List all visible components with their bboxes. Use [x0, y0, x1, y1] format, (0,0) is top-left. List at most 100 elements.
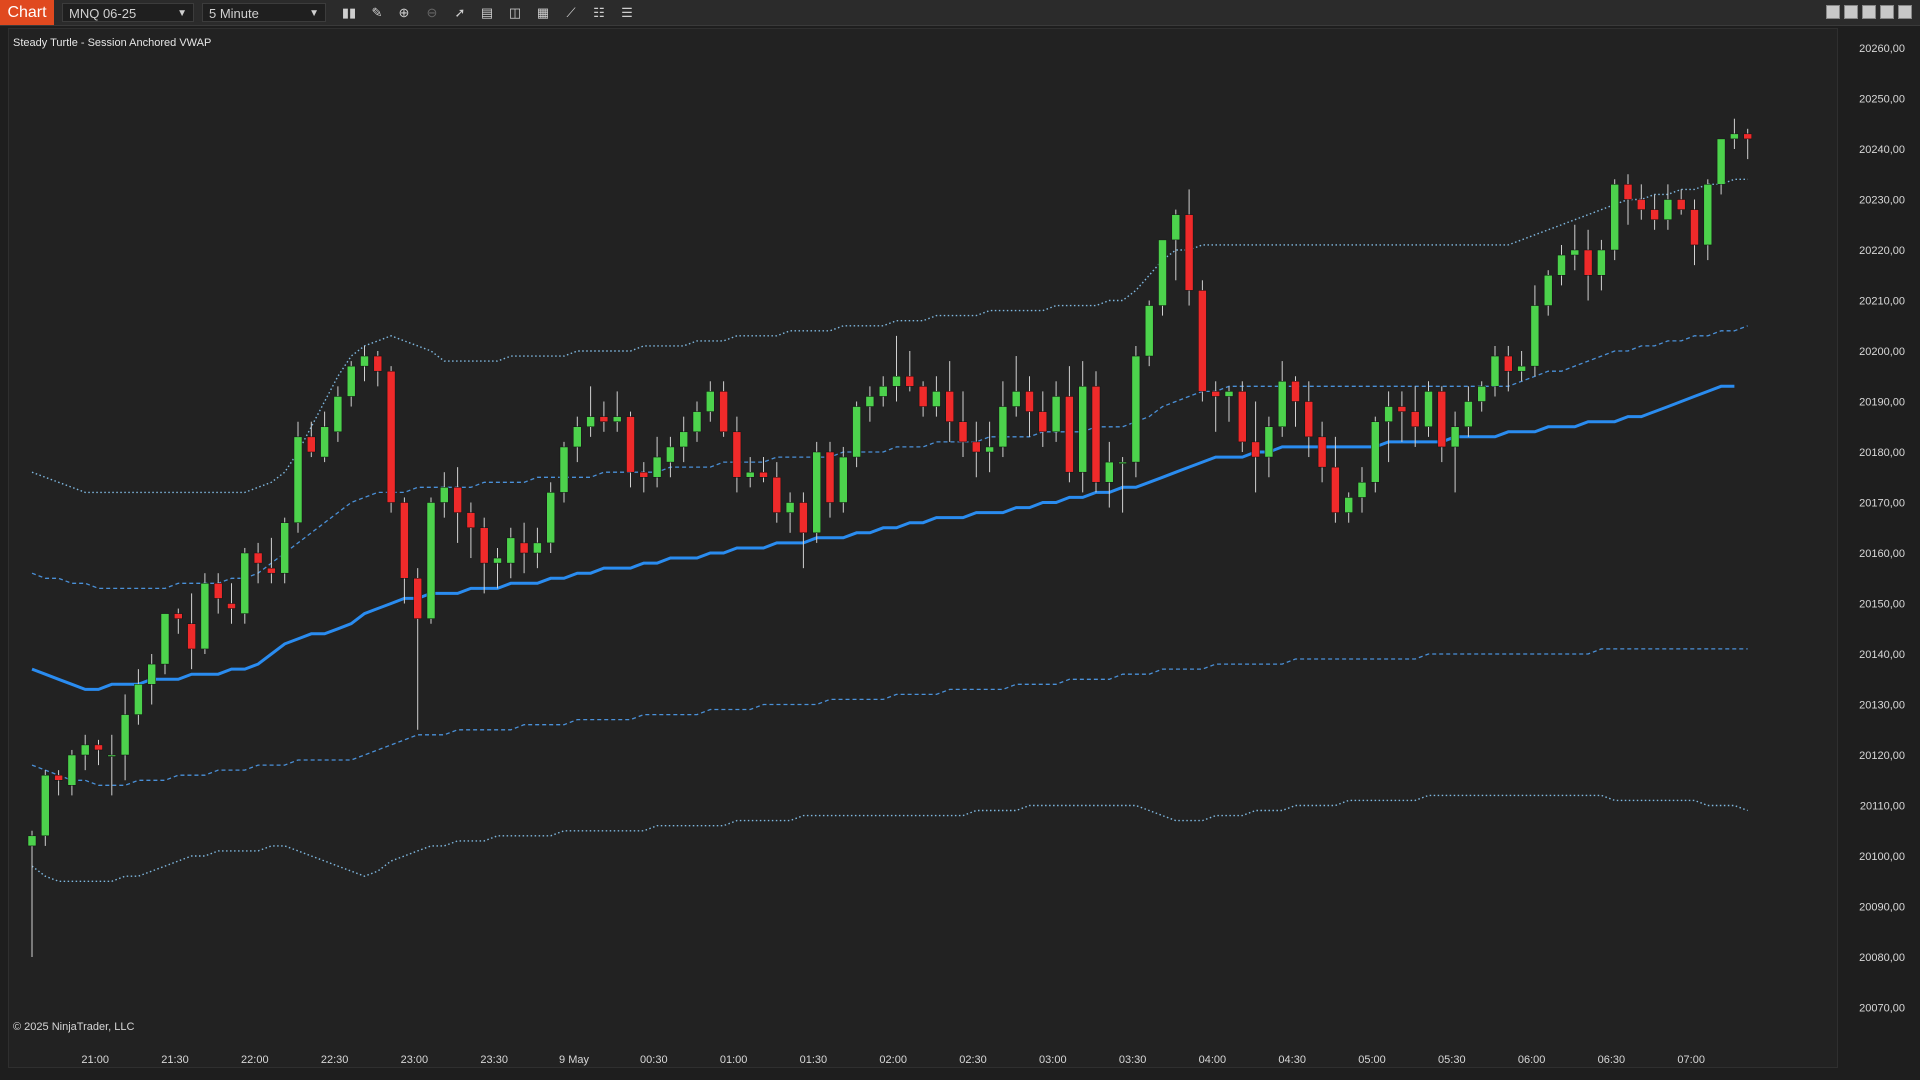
candle-body-down — [945, 391, 954, 422]
candle — [652, 436, 662, 488]
candle — [892, 335, 901, 402]
candle — [1171, 209, 1181, 281]
candle — [1637, 184, 1646, 220]
candle-body-down — [1251, 441, 1260, 458]
candle — [1038, 391, 1048, 447]
candle-body-up — [1450, 426, 1460, 448]
candle — [1530, 285, 1540, 377]
candle — [759, 457, 768, 483]
candle — [1357, 467, 1367, 513]
interval-selector[interactable]: 5 Minute ▼ — [202, 3, 326, 22]
y-axis-tick-label: 20170,00 — [1859, 498, 1905, 510]
candle-body-up — [1703, 184, 1713, 246]
candle-body-down — [972, 441, 981, 453]
candle-body-up — [1557, 254, 1566, 276]
candle — [1224, 386, 1234, 422]
close-window-icon[interactable] — [1898, 5, 1912, 19]
x-axis-tick-label: 05:30 — [1438, 1054, 1466, 1066]
candle — [852, 401, 861, 468]
x-axis-tick-label: 03:30 — [1119, 1054, 1147, 1066]
candle-body-up — [67, 754, 77, 786]
candle-body-down — [1583, 249, 1593, 276]
candle — [307, 421, 316, 458]
y-axis-tick-label: 20190,00 — [1859, 397, 1905, 409]
candle — [240, 547, 250, 624]
candle — [41, 770, 50, 846]
properties-icon[interactable]: ☷ — [593, 5, 605, 20]
chevron-down-icon: ▼ — [177, 8, 187, 19]
candle — [440, 472, 449, 518]
candle — [1583, 229, 1593, 301]
candle-body-up — [147, 663, 156, 685]
draw-tool-icon[interactable]: ✎ — [371, 5, 383, 20]
candle — [1610, 179, 1619, 261]
templates-icon[interactable]: ▦ — [536, 5, 550, 20]
chart-trader-icon[interactable]: ◫ — [508, 5, 522, 20]
x-axis-tick-label: 01:30 — [800, 1054, 828, 1066]
candle-body-up — [985, 446, 994, 453]
candle — [812, 441, 821, 543]
objects-list-icon[interactable]: ☰ — [621, 5, 633, 20]
candle — [373, 351, 383, 387]
candle — [799, 492, 808, 569]
candle-body-down — [1743, 133, 1752, 140]
candle — [1464, 386, 1473, 437]
candle-body-down — [54, 774, 63, 781]
candle — [1291, 376, 1300, 427]
candle-body-up — [280, 522, 289, 574]
data-box-icon[interactable]: ▤ — [480, 5, 494, 20]
maximize-window-icon[interactable] — [1880, 5, 1894, 19]
x-axis-tick-label: 22:30 — [321, 1054, 349, 1066]
zoom-out-icon[interactable]: ⊖ — [426, 5, 438, 20]
cascade-window-icon[interactable] — [1844, 5, 1858, 19]
tile-window-icon[interactable] — [1826, 5, 1840, 19]
candle-body-down — [1623, 184, 1633, 200]
candle-body-down — [599, 416, 609, 422]
strategies-icon[interactable]: ⟋ — [566, 5, 576, 20]
candle — [453, 467, 462, 543]
y-axis-tick-label: 20070,00 — [1859, 1003, 1905, 1015]
candle — [1198, 280, 1207, 402]
candle-body-up — [559, 446, 569, 493]
candle-body-down — [918, 386, 928, 407]
candle-body-down — [1038, 411, 1048, 433]
candle-body-up — [998, 406, 1008, 448]
candle-body-up — [293, 436, 303, 523]
candle — [1650, 194, 1659, 230]
y-axis-tick-label: 20080,00 — [1859, 952, 1905, 964]
chart-panel[interactable] — [8, 28, 1838, 1068]
candle — [1051, 381, 1061, 442]
candle — [54, 770, 63, 796]
candle — [386, 366, 396, 513]
candle-body-up — [812, 451, 821, 534]
candle-body-up — [1131, 355, 1141, 463]
instrument-selector[interactable]: MNQ 06-25 ▼ — [62, 3, 194, 22]
candle-body-down — [1238, 391, 1247, 443]
candle-body-up — [1224, 391, 1234, 397]
candle — [546, 482, 555, 553]
candle — [1477, 381, 1486, 412]
candle — [1543, 270, 1553, 316]
candle — [1437, 386, 1447, 463]
x-axis-tick-label: 07:00 — [1677, 1054, 1705, 1066]
candle-body-up — [160, 613, 170, 665]
vwap-lower-band-2 — [31, 794, 1748, 882]
candle — [227, 583, 236, 624]
pointer-icon[interactable]: ➚ — [454, 5, 466, 20]
candle — [666, 436, 675, 478]
zoom-in-icon[interactable]: ⊕ — [398, 5, 410, 20]
x-axis-tick-label: 22:00 — [241, 1054, 269, 1066]
candle — [1424, 381, 1433, 437]
candle-body-down — [400, 502, 409, 579]
candle-body-down — [1437, 391, 1447, 448]
candle-body-up — [1371, 421, 1380, 483]
candle-body-up — [706, 391, 715, 412]
candle — [1011, 356, 1021, 417]
candle — [1251, 401, 1260, 493]
candle — [1663, 184, 1673, 230]
candle — [1690, 199, 1699, 266]
minimize-window-icon[interactable] — [1862, 5, 1876, 19]
chart-tab[interactable]: Chart — [0, 0, 54, 25]
bar-type-icon[interactable]: ▮▮ — [341, 5, 357, 20]
